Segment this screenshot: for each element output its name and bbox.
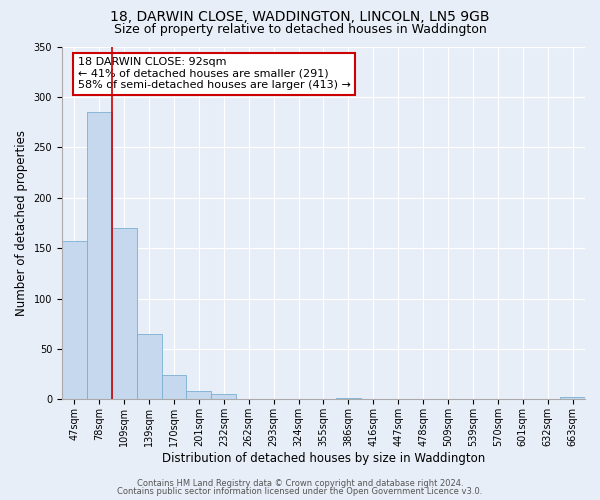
X-axis label: Distribution of detached houses by size in Waddington: Distribution of detached houses by size …: [162, 452, 485, 465]
Bar: [187, 392, 211, 400]
Text: Contains public sector information licensed under the Open Government Licence v3: Contains public sector information licen…: [118, 487, 482, 496]
Bar: [62, 241, 87, 400]
Text: 18 DARWIN CLOSE: 92sqm
← 41% of detached houses are smaller (291)
58% of semi-de: 18 DARWIN CLOSE: 92sqm ← 41% of detached…: [77, 57, 350, 90]
Bar: [112, 228, 137, 400]
Bar: [137, 334, 161, 400]
Bar: [336, 398, 361, 400]
Text: 18, DARWIN CLOSE, WADDINGTON, LINCOLN, LN5 9GB: 18, DARWIN CLOSE, WADDINGTON, LINCOLN, L…: [110, 10, 490, 24]
Bar: [560, 398, 585, 400]
Y-axis label: Number of detached properties: Number of detached properties: [15, 130, 28, 316]
Text: Size of property relative to detached houses in Waddington: Size of property relative to detached ho…: [113, 22, 487, 36]
Bar: [211, 394, 236, 400]
Bar: [87, 112, 112, 400]
Text: Contains HM Land Registry data © Crown copyright and database right 2024.: Contains HM Land Registry data © Crown c…: [137, 478, 463, 488]
Bar: [161, 375, 187, 400]
